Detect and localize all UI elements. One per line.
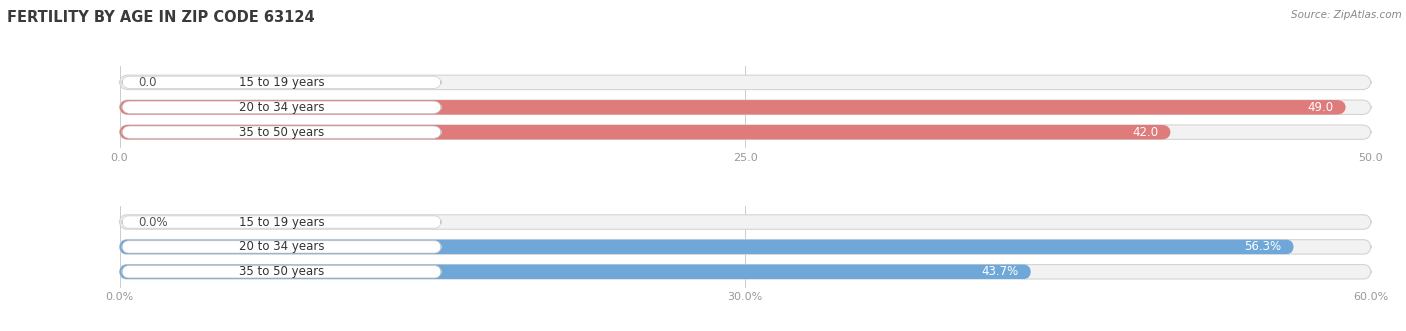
- Text: 0.0%: 0.0%: [138, 215, 167, 228]
- FancyBboxPatch shape: [120, 125, 1171, 139]
- Text: 0.0: 0.0: [138, 76, 157, 89]
- FancyBboxPatch shape: [120, 75, 1371, 90]
- FancyBboxPatch shape: [120, 100, 1346, 115]
- Text: 42.0: 42.0: [1132, 126, 1159, 139]
- FancyBboxPatch shape: [122, 266, 441, 278]
- FancyBboxPatch shape: [122, 126, 441, 138]
- Text: 43.7%: 43.7%: [981, 265, 1018, 278]
- Text: 35 to 50 years: 35 to 50 years: [239, 265, 325, 278]
- FancyBboxPatch shape: [120, 264, 1031, 279]
- Text: Source: ZipAtlas.com: Source: ZipAtlas.com: [1291, 10, 1402, 20]
- Text: 49.0: 49.0: [1308, 101, 1333, 114]
- FancyBboxPatch shape: [120, 264, 1371, 279]
- Text: 15 to 19 years: 15 to 19 years: [239, 215, 325, 228]
- Text: 20 to 34 years: 20 to 34 years: [239, 240, 325, 254]
- FancyBboxPatch shape: [120, 240, 1371, 254]
- Text: 20 to 34 years: 20 to 34 years: [239, 101, 325, 114]
- Text: 15 to 19 years: 15 to 19 years: [239, 76, 325, 89]
- FancyBboxPatch shape: [122, 76, 441, 88]
- Text: FERTILITY BY AGE IN ZIP CODE 63124: FERTILITY BY AGE IN ZIP CODE 63124: [7, 10, 315, 25]
- FancyBboxPatch shape: [122, 216, 441, 228]
- FancyBboxPatch shape: [120, 125, 1371, 139]
- FancyBboxPatch shape: [120, 100, 1371, 115]
- Text: 35 to 50 years: 35 to 50 years: [239, 126, 325, 139]
- FancyBboxPatch shape: [122, 241, 441, 253]
- FancyBboxPatch shape: [120, 215, 1371, 229]
- FancyBboxPatch shape: [122, 101, 441, 114]
- Text: 56.3%: 56.3%: [1244, 240, 1281, 254]
- FancyBboxPatch shape: [120, 240, 1294, 254]
